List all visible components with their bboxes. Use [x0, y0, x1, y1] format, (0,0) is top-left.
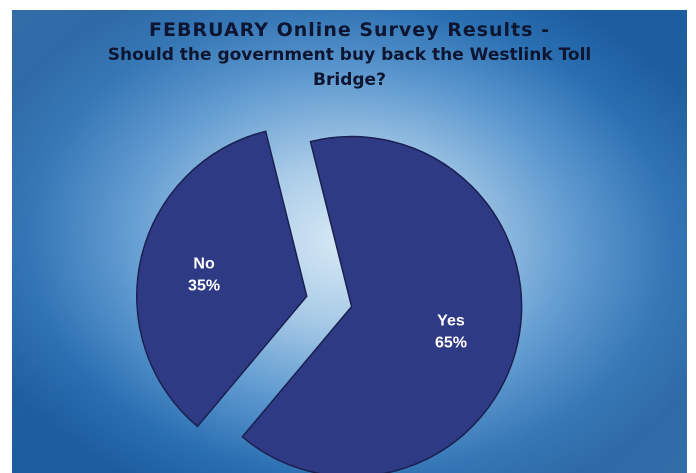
slice-value-no: 35%: [188, 278, 220, 295]
slice-value-yes: 65%: [435, 335, 467, 352]
chart-subtitle: Should the government buy back the Westl…: [107, 45, 592, 90]
chart-panel: FEBRUARY Online Survey Results - Should …: [12, 10, 687, 473]
chart-title-block: FEBRUARY Online Survey Results - Should …: [12, 18, 687, 93]
slice-label-no: No: [193, 256, 215, 273]
slice-label-yes: Yes: [437, 313, 465, 330]
pie-slice-no: [136, 130, 308, 428]
chart-title: FEBRUARY Online Survey Results -: [149, 19, 550, 41]
pie-chart: No 35% Yes 65%: [136, 130, 523, 473]
pie-slice-yes: [241, 135, 523, 473]
